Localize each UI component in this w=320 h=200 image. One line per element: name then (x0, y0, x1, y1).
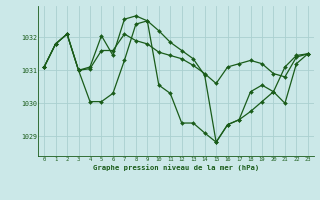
X-axis label: Graphe pression niveau de la mer (hPa): Graphe pression niveau de la mer (hPa) (93, 164, 259, 171)
